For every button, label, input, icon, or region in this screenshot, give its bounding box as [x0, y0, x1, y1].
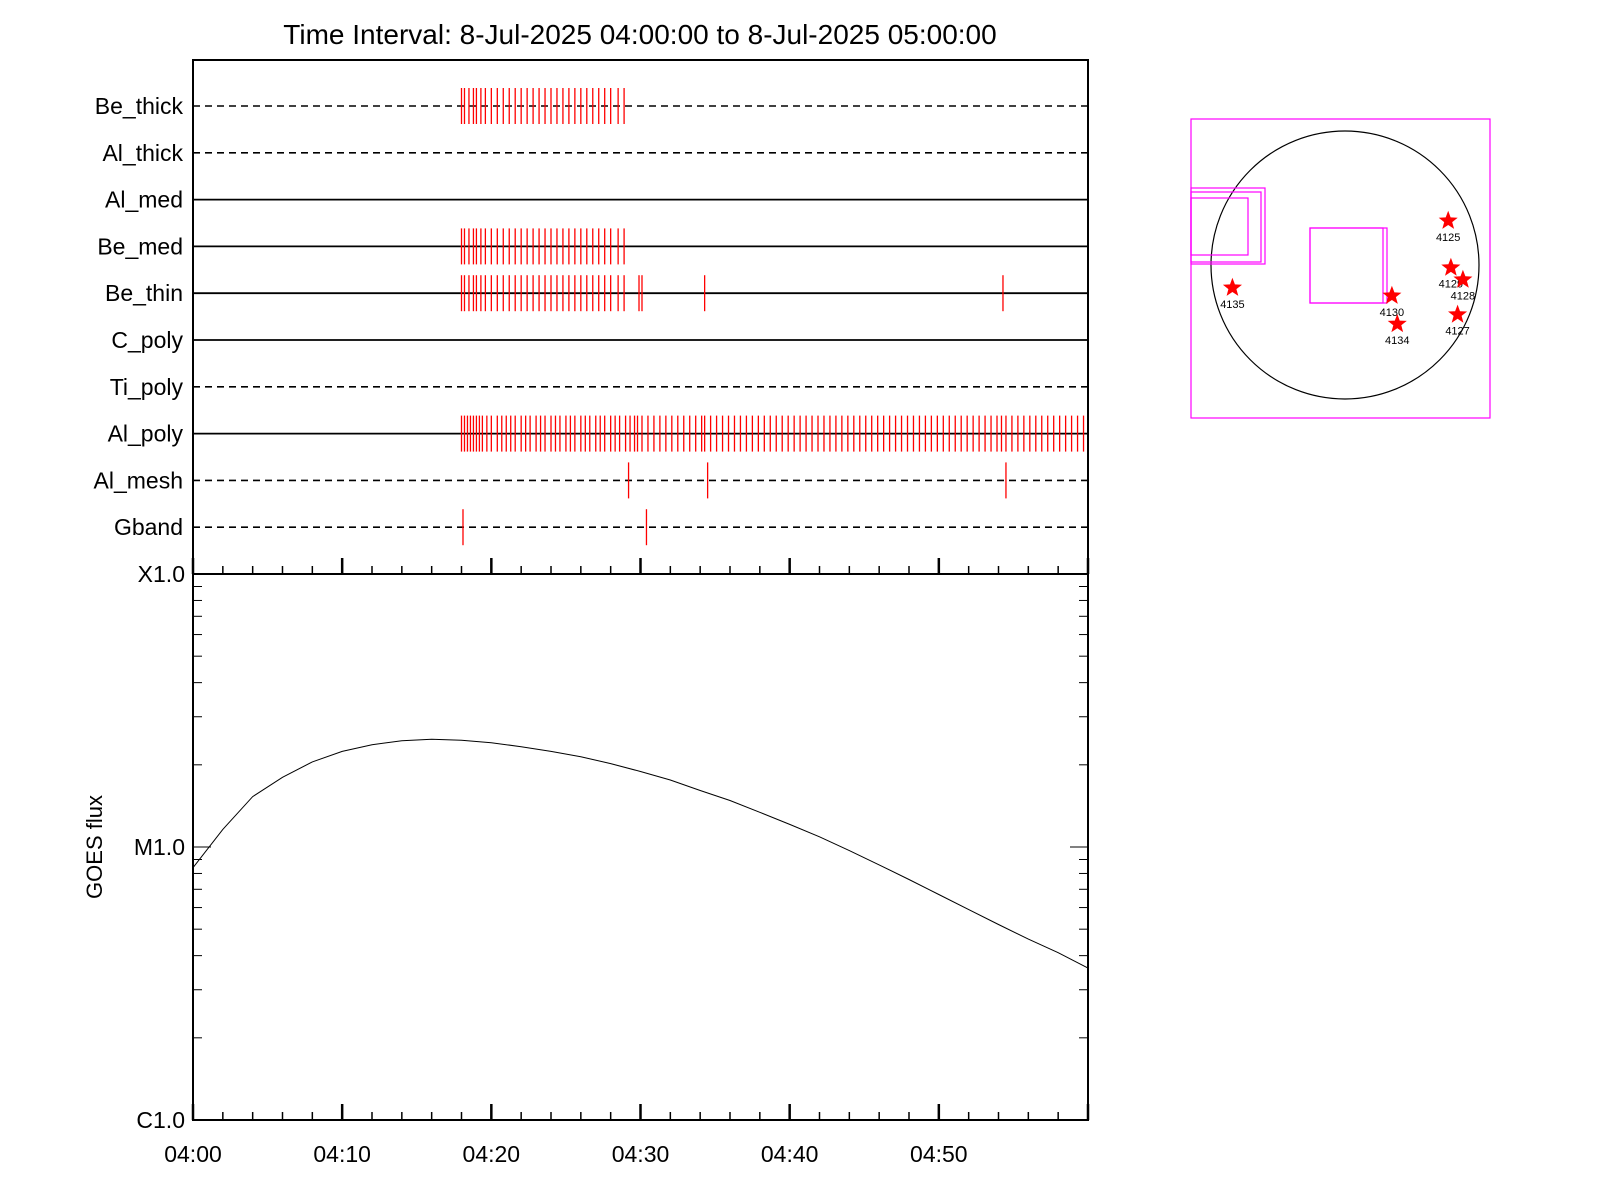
x-tick-label: 04:50: [910, 1141, 968, 1167]
active-region-4125: 4125: [1436, 210, 1460, 244]
star-icon: [1438, 210, 1458, 229]
y-tick-label: X1.0: [138, 561, 185, 587]
row-label: Gband: [114, 514, 183, 540]
chart-title: Time Interval: 8-Jul-2025 04:00:00 to 8-…: [283, 19, 996, 50]
star-icon: [1448, 304, 1468, 323]
fov-box-left-inner: [1190, 197, 1249, 256]
timeline-row-be_thick: Be_thick: [95, 88, 1088, 124]
outer-fov-box: [1190, 118, 1491, 419]
active-region-label: 4134: [1385, 335, 1409, 347]
star-icon: [1382, 285, 1402, 304]
goes-panel: 04:00 04:10 04:20 04:30 04:40 04:50 C1.0 M1.0 X1…: [82, 561, 1090, 1167]
timeline-frame: [192, 59, 1089, 575]
timeline-row-c_poly: C_poly: [111, 327, 1088, 353]
solar-disk: [1210, 130, 1480, 400]
row-label: Be_med: [97, 233, 183, 259]
timeline-row-be_thin: Be_thin: [105, 275, 1088, 312]
active-region-label: 4127: [1445, 326, 1469, 338]
active-region-label: 4135: [1220, 299, 1244, 311]
fov-box-center: [1309, 227, 1388, 304]
row-label: Al_thick: [102, 140, 183, 166]
y-tick-label: C1.0: [136, 1107, 185, 1133]
star-icon: [1222, 277, 1242, 296]
fov-box-center-inner: [1309, 227, 1384, 304]
active-region-4129: 4129: [1439, 257, 1463, 291]
row-label: C_poly: [111, 327, 183, 353]
x-tick-label: 04:30: [612, 1141, 670, 1167]
y-tick-label: M1.0: [134, 834, 185, 860]
row-label: Al_poly: [108, 421, 184, 447]
timeline-row-al_thick: Al_thick: [102, 140, 1088, 166]
timeline-row-ti_poly: Ti_poly: [110, 374, 1088, 400]
x-tick-label: 04:20: [463, 1141, 521, 1167]
timeline-row-gband: Gband: [114, 509, 1088, 546]
row-label: Be_thin: [105, 280, 183, 306]
active-region-4134: 4134: [1385, 314, 1410, 347]
row-label: Al_mesh: [94, 467, 183, 493]
active-region-label: 4128: [1451, 291, 1475, 303]
active-region-4128: 4128: [1451, 269, 1475, 303]
active-region-label: 4125: [1436, 232, 1460, 244]
timeline-row-al_mesh: Al_mesh: [94, 462, 1088, 499]
timeline-row-al_poly: Al_poly: [108, 415, 1088, 452]
timeline-x-ticks: [191, 558, 1090, 574]
goes-flux-curve: [192, 738, 1089, 969]
timeline-panel: Be_thick Al_thick Al_med Be_med Be_thin C_pol…: [94, 59, 1090, 575]
timeline-rows: Be_thick Al_thick Al_med Be_med Be_thin C_pol…: [94, 88, 1088, 546]
x-tick-label: 04:40: [761, 1141, 819, 1167]
active-region-4127: 4127: [1445, 304, 1470, 338]
row-label: Be_thick: [95, 93, 184, 119]
active-region-4130: 4130: [1380, 285, 1404, 319]
goes-frame: [192, 573, 1089, 1121]
active-region-label: 4129: [1439, 279, 1463, 291]
goes-y-axis-label: GOES flux: [82, 795, 107, 899]
timeline-row-al_med: Al_med: [105, 187, 1088, 213]
goes-ticks: 04:00 04:10 04:20 04:30 04:40 04:50 C1.0 M1.0 X1…: [134, 561, 1090, 1167]
active-region-4135: 4135: [1220, 277, 1245, 311]
x-tick-label: 04:00: [164, 1141, 222, 1167]
x-tick-label: 04:10: [313, 1141, 371, 1167]
timeline-row-be_med: Be_med: [97, 228, 1088, 265]
star-icon: [1387, 314, 1407, 333]
active-region-label: 4130: [1380, 307, 1404, 319]
star-icon: [1453, 269, 1473, 288]
row-label: Al_med: [105, 187, 183, 213]
row-label: Ti_poly: [110, 374, 184, 400]
star-icon: [1441, 257, 1461, 276]
